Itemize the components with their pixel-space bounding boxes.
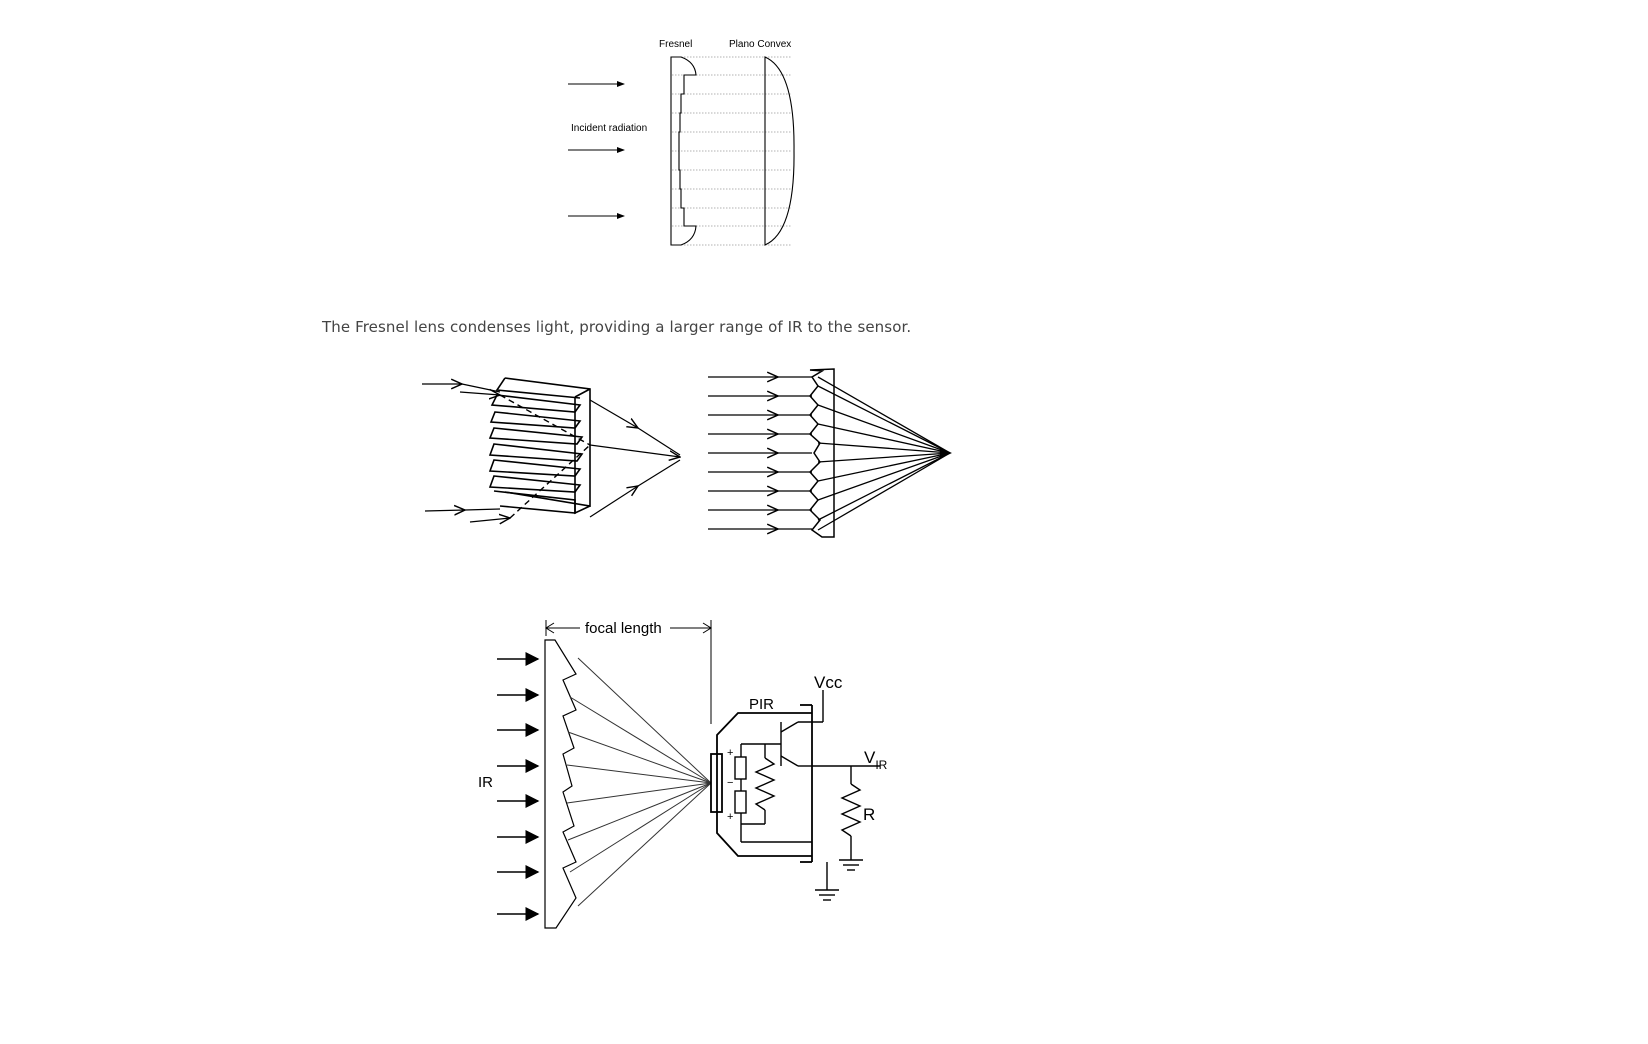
label-plus-bottom: + — [727, 811, 733, 823]
fresnel-side-lens — [808, 368, 835, 538]
external-circuit — [812, 690, 880, 901]
ir-arrows — [497, 652, 540, 921]
plano-convex-lens-shape — [764, 56, 795, 246]
focused-output-rays — [817, 376, 951, 531]
guide-lines — [672, 56, 792, 246]
label-pir: PIR — [749, 696, 774, 713]
caption-text: The Fresnel lens condenses light, provid… — [322, 318, 912, 336]
label-v-ir: VIR — [864, 748, 888, 772]
parallel-input-rays — [708, 377, 812, 529]
fresnel-lens-shape — [670, 56, 697, 246]
pir-converging-rays — [566, 657, 712, 907]
focal-point — [940, 448, 952, 458]
focal-length-dimension — [545, 620, 712, 724]
label-focal-length: focal length — [585, 620, 662, 637]
fresnel-3d-lens — [488, 377, 591, 515]
pir-fresnel-lens — [544, 639, 577, 929]
label-fresnel: Fresnel — [659, 39, 692, 50]
label-ir: IR — [478, 774, 493, 791]
label-incident-radiation: Incident radiation — [571, 123, 647, 134]
pir-package — [710, 704, 813, 863]
label-r: R — [863, 805, 875, 824]
label-minus: − — [727, 777, 733, 789]
label-plano-convex: Plano Convex — [729, 39, 791, 50]
label-vcc: Vcc — [814, 673, 843, 692]
fresnel-3d-rays — [422, 384, 680, 522]
fresnel-3d-dashed-rays — [499, 394, 591, 519]
fresnel-vs-plano-convex-diagram: Fresnel Plano Convex Incident radiation — [568, 39, 795, 246]
label-plus-top: + — [727, 747, 733, 759]
pir-internal-circuit — [734, 721, 823, 843]
